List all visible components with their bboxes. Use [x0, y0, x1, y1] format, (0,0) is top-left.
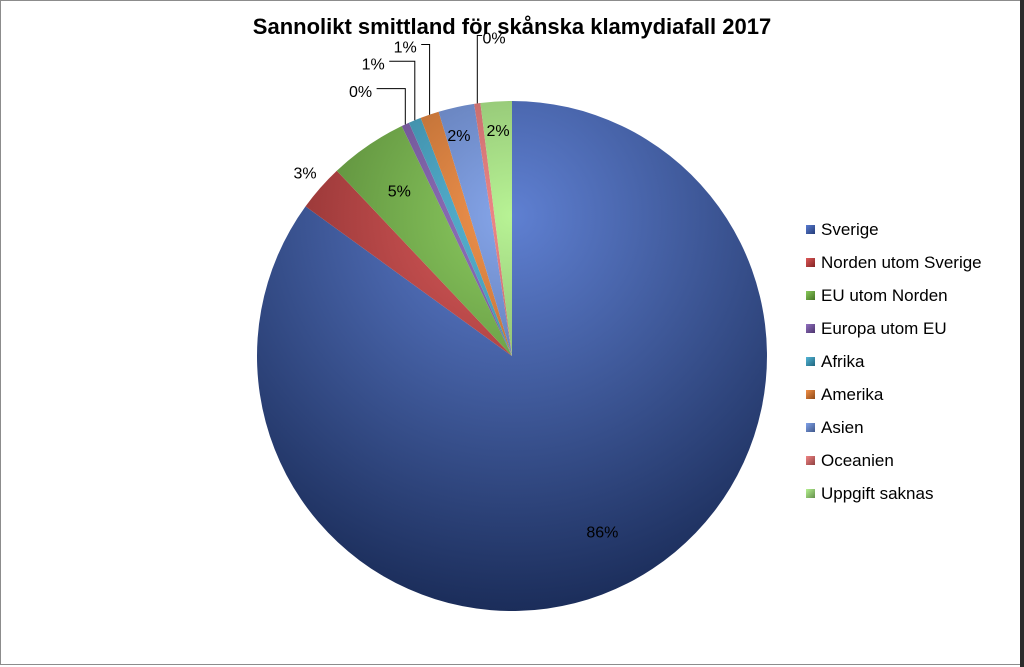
leader-line-europa-utom-eu — [376, 88, 406, 125]
legend-label: Sverige — [821, 219, 879, 239]
legend-item-afrika: Afrika — [806, 345, 982, 378]
pie-slice-asien — [438, 103, 512, 356]
legend-swatch — [806, 489, 815, 498]
leader-line-amerika — [421, 44, 431, 115]
pie-slice-eu-utom-norden — [336, 126, 512, 356]
pie-slice-europa-utom-eu — [401, 122, 512, 356]
data-label-europa-utom-eu: 0% — [349, 84, 372, 101]
legend-swatch — [806, 291, 815, 300]
pie-slice-uppgift-saknas — [480, 101, 512, 356]
chart-legend: Sverige Norden utom Sverige EU utom Norden… — [806, 213, 982, 510]
legend-swatch — [806, 390, 815, 399]
legend-label: Oceanien — [821, 450, 894, 470]
legend-label: Uppgift saknas — [821, 483, 934, 503]
data-label-eu-utom-norden: 5% — [388, 183, 411, 200]
legend-item-sverige: Sverige — [806, 213, 982, 246]
pie-slice-sverige — [256, 101, 767, 611]
chart-title: Sannolikt smittland för skånska klamydia… — [252, 14, 772, 39]
legend-swatch — [806, 423, 815, 432]
pie-slice-norden-utom-sverige — [305, 170, 512, 356]
legend-item-europa-utom-eu: Europa utom EU — [806, 312, 982, 345]
leader-line-afrika — [389, 60, 416, 121]
data-label-oceanien: 0% — [483, 31, 506, 48]
data-label-norden-utom-sverige: 3% — [293, 166, 316, 183]
legend-swatch — [806, 456, 815, 465]
legend-label: EU utom Norden — [821, 285, 948, 305]
legend-label: Europa utom EU — [821, 318, 947, 338]
legend-item-norden-utom-sverige: Norden utom Sverige — [806, 246, 982, 279]
legend-item-eu-utom-norden: EU utom Norden — [806, 279, 982, 312]
data-label-afrika: 1% — [362, 57, 385, 74]
data-label-amerika: 1% — [394, 40, 417, 57]
legend-item-uppgift-saknas: Uppgift saknas — [806, 477, 982, 510]
legend-swatch — [806, 357, 815, 366]
legend-swatch — [806, 324, 815, 333]
data-label-asien: 2% — [447, 128, 470, 145]
legend-label: Asien — [821, 417, 864, 437]
pie-slice-afrika — [408, 117, 512, 356]
data-label-uppgift-saknas: 2% — [487, 123, 510, 140]
legend-label: Norden utom Sverige — [821, 252, 982, 272]
legend-swatch — [806, 225, 815, 234]
leader-line-oceanien — [476, 35, 483, 104]
legend-label: Amerika — [821, 384, 884, 404]
legend-item-oceanien: Oceanien — [806, 444, 982, 477]
legend-swatch — [806, 258, 815, 267]
legend-item-amerika: Amerika — [806, 378, 982, 411]
data-label-sverige: 86% — [586, 524, 618, 541]
pie-slice-amerika — [420, 111, 512, 356]
legend-label: Afrika — [821, 351, 865, 371]
chart-frame-edge — [1020, 0, 1024, 667]
legend-item-asien: Asien — [806, 411, 982, 444]
pie-slice-oceanien — [474, 102, 512, 357]
